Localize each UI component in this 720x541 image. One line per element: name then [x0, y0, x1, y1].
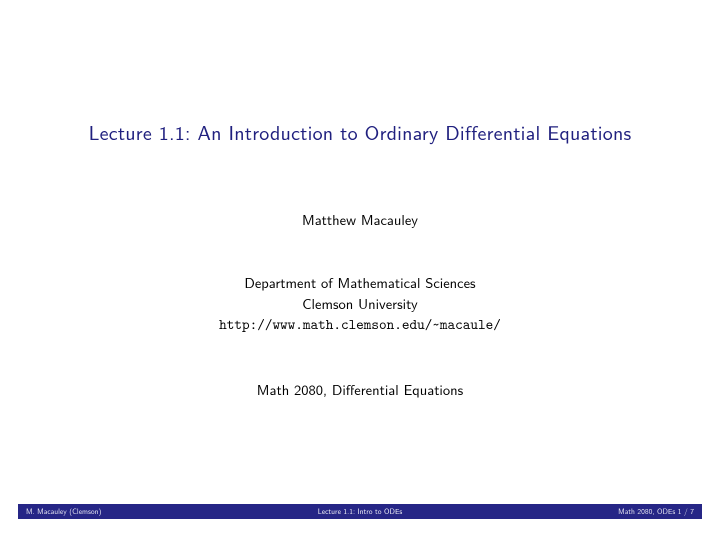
footer-bar: M. Macauley (Clemson) Lecture 1.1: Intro… [18, 504, 702, 519]
department-text: Department of Mathematical Sciences [219, 272, 501, 293]
footer-author: M. Macauley (Clemson) [18, 506, 249, 517]
affiliation-block: Department of Mathematical Sciences Clem… [219, 272, 501, 335]
homepage-url: http://www.math.clemson.edu/~macaule/ [219, 314, 501, 335]
course-text: Math 2080, Differential Equations [257, 379, 463, 400]
author-name: Matthew Macauley [302, 209, 418, 230]
university-text: Clemson University [219, 293, 501, 314]
slide-title: Lecture 1.1: An Introduction to Ordinary… [89, 118, 632, 147]
footer-title: Lecture 1.1: Intro to ODEs [249, 506, 472, 517]
slide-frame: Lecture 1.1: An Introduction to Ordinary… [0, 0, 720, 541]
slide-content: Lecture 1.1: An Introduction to Ordinary… [0, 0, 720, 541]
footer-page: Math 2080, ODEs 1 / 7 [471, 506, 702, 517]
